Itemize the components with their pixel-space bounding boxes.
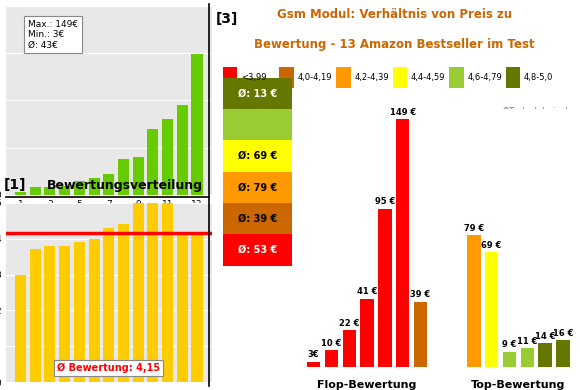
Text: Bewertungsverteilung: Bewertungsverteilung: [47, 179, 203, 192]
Bar: [118, 224, 129, 382]
FancyBboxPatch shape: [223, 203, 292, 234]
Text: 4,0-4,19: 4,0-4,19: [298, 73, 332, 82]
Text: 149 €: 149 €: [390, 108, 416, 117]
Bar: [30, 250, 41, 382]
Bar: [59, 186, 70, 195]
Bar: [74, 242, 85, 382]
Bar: [325, 350, 338, 367]
Bar: [503, 352, 516, 367]
Bar: [15, 275, 26, 382]
Bar: [191, 54, 202, 195]
Text: Ø: 39 €: Ø: 39 €: [238, 214, 277, 224]
FancyBboxPatch shape: [336, 67, 350, 88]
Text: 4,4-4,59: 4,4-4,59: [411, 73, 445, 82]
Text: ©Testerlebnis.de: ©Testerlebnis.de: [502, 107, 574, 116]
FancyBboxPatch shape: [223, 78, 292, 109]
Bar: [74, 181, 85, 195]
Bar: [30, 188, 41, 195]
Text: 69 €: 69 €: [481, 241, 502, 250]
Text: Top-Bewertung: Top-Bewertung: [471, 380, 566, 390]
Text: 4,6-4,79: 4,6-4,79: [467, 73, 502, 82]
Bar: [162, 119, 173, 195]
Text: 11 €: 11 €: [517, 337, 538, 346]
Bar: [162, 203, 173, 382]
Text: 41 €: 41 €: [357, 287, 378, 296]
Bar: [521, 348, 534, 367]
FancyBboxPatch shape: [506, 67, 520, 88]
Bar: [147, 203, 158, 382]
Bar: [378, 209, 392, 367]
Text: <3,99: <3,99: [241, 73, 266, 82]
Text: [3]: [3]: [215, 12, 238, 25]
Text: 10 €: 10 €: [321, 339, 342, 347]
Bar: [414, 302, 427, 367]
Bar: [59, 246, 70, 382]
Text: 14 €: 14 €: [535, 332, 555, 341]
Text: 95 €: 95 €: [375, 197, 395, 206]
Bar: [89, 239, 100, 382]
Bar: [89, 178, 100, 195]
Text: 4,2-4,39: 4,2-4,39: [354, 73, 389, 82]
Bar: [133, 203, 144, 382]
FancyBboxPatch shape: [450, 67, 464, 88]
FancyBboxPatch shape: [223, 140, 292, 172]
Bar: [485, 252, 498, 367]
Text: 79 €: 79 €: [464, 224, 484, 233]
Bar: [147, 129, 158, 195]
Bar: [15, 192, 26, 195]
Bar: [118, 159, 129, 195]
Text: 22 €: 22 €: [339, 319, 360, 328]
Text: 16 €: 16 €: [553, 328, 573, 337]
Bar: [396, 119, 409, 367]
Text: Flop-Bewertung: Flop-Bewertung: [317, 380, 416, 390]
Bar: [177, 105, 188, 195]
Text: Ø Bewertung: 4,15: Ø Bewertung: 4,15: [57, 363, 160, 373]
Text: Gsm Modul: Verhältnis von Preis zu: Gsm Modul: Verhältnis von Preis zu: [277, 8, 512, 21]
Bar: [45, 246, 56, 382]
Bar: [191, 235, 202, 382]
Text: Ø: 53 €: Ø: 53 €: [238, 245, 277, 255]
Text: Ø: 13 €: Ø: 13 €: [238, 88, 277, 98]
Bar: [307, 362, 320, 367]
Text: 39 €: 39 €: [410, 290, 430, 300]
FancyBboxPatch shape: [223, 109, 292, 140]
Text: Ø: 69 €: Ø: 69 €: [238, 151, 277, 161]
Bar: [103, 174, 114, 195]
Bar: [177, 235, 188, 382]
Bar: [556, 340, 570, 367]
FancyBboxPatch shape: [223, 67, 237, 88]
Text: Max.: 149€
Min.: 3€
Ø: 43€: Max.: 149€ Min.: 3€ Ø: 43€: [28, 20, 78, 50]
Text: [1]: [1]: [3, 178, 26, 192]
FancyBboxPatch shape: [393, 67, 407, 88]
Bar: [467, 236, 480, 367]
FancyBboxPatch shape: [280, 67, 294, 88]
Bar: [360, 298, 374, 367]
Bar: [45, 188, 56, 195]
Text: 9 €: 9 €: [502, 340, 517, 349]
FancyBboxPatch shape: [223, 234, 292, 266]
FancyBboxPatch shape: [223, 172, 292, 203]
Bar: [103, 228, 114, 382]
Text: Bewertung - 13 Amazon Bestseller im Test: Bewertung - 13 Amazon Bestseller im Test: [254, 38, 535, 51]
Bar: [343, 330, 356, 367]
Text: Ø: 79 €: Ø: 79 €: [238, 183, 277, 192]
Bar: [538, 343, 552, 367]
Text: 4,8-5,0: 4,8-5,0: [524, 73, 553, 82]
Text: 3€: 3€: [308, 350, 320, 359]
Bar: [133, 157, 144, 195]
